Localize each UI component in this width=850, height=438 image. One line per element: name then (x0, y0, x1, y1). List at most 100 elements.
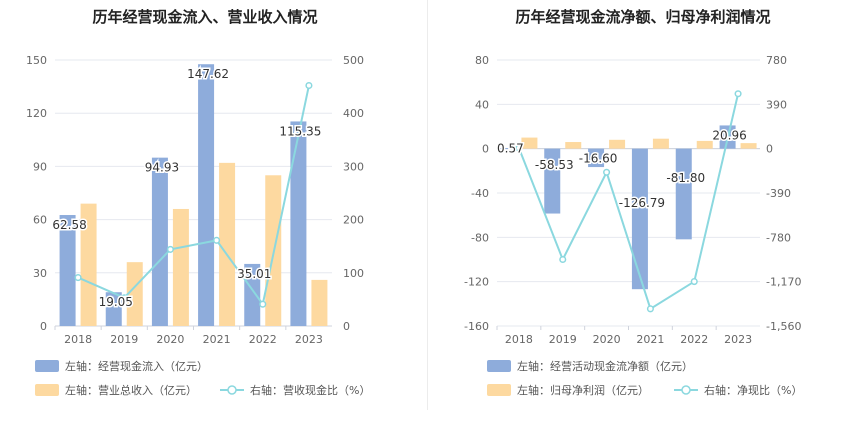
bar-primary-2022 (675, 148, 692, 240)
x-axis-tick-label: 2022 (249, 333, 277, 346)
panel-divider (427, 0, 428, 410)
x-axis-tick-label: 2018 (64, 333, 92, 346)
x-axis-tick-label: 2018 (505, 333, 533, 346)
ratio-line (77, 85, 310, 307)
data-label-2018: 0.57 (497, 142, 524, 156)
bar-secondary-2020 (609, 139, 626, 149)
ratio-line (517, 93, 740, 311)
right-axis-tick-label: 780 (766, 54, 787, 67)
data-label-2022: 35.01 (237, 267, 271, 281)
legend-swatch-primary (35, 360, 59, 372)
bar-primary-2018 (500, 148, 517, 150)
left-axis-tick-label: 0 (482, 143, 489, 156)
left-axis-tick-label: 80 (475, 54, 489, 67)
data-label-2023: 20.96 (712, 128, 746, 142)
bar-primary-2020 (151, 157, 168, 326)
ratio-point-2022 (690, 278, 698, 286)
right-axis-tick-label: 0 (343, 320, 350, 333)
right-axis-tick-label: 390 (766, 98, 787, 111)
ratio-point-2020 (166, 245, 174, 253)
bar-primary-2021 (198, 64, 215, 327)
legend-label-primary: 左轴：经营现金流入（亿元） (65, 359, 208, 373)
legend-label-secondary: 左轴：归母净利润（亿元） (517, 383, 649, 397)
x-axis-tick-label: 2021 (636, 333, 664, 346)
data-label-2022: -81.80 (666, 171, 705, 185)
legend-label-primary: 左轴：经营活动现金流净额（亿元） (517, 359, 693, 373)
bar-secondary-2018 (80, 203, 97, 326)
bar-secondary-2018 (521, 137, 538, 149)
bar-primary-2021 (631, 148, 648, 290)
right-axis-tick-label: -1,560 (766, 320, 801, 333)
bar-secondary-2019 (126, 262, 143, 326)
ratio-point-2021 (213, 236, 221, 244)
left-axis-tick-label: -40 (471, 187, 489, 200)
data-label-2021: 147.62 (187, 67, 229, 81)
ratio-point-2021 (646, 305, 654, 313)
left-axis-tick-label: 150 (26, 54, 47, 67)
ratio-point-2019 (559, 255, 567, 264)
chart-title: 历年经营现金流入、营业收入情况 (92, 8, 317, 26)
ratio-point-2022 (259, 300, 267, 308)
right-axis-tick-label: 0 (766, 143, 773, 156)
right-axis-tick-label: 200 (343, 214, 364, 227)
left-axis-tick-label: 0 (40, 320, 47, 333)
bar-secondary-2021 (652, 138, 669, 149)
x-axis-tick-label: 2022 (680, 333, 708, 346)
data-label-2021: -126.79 (619, 196, 665, 210)
legend-label-line: 右轴：营收现金比（%） (250, 383, 370, 397)
legend-label-secondary: 左轴：营业总收入（亿元） (65, 383, 197, 397)
right-axis-tick-label: -1,170 (766, 276, 801, 289)
left-axis-tick-label: 90 (33, 160, 47, 173)
left-axis-tick-label: -80 (471, 231, 489, 244)
x-axis-tick-label: 2019 (110, 333, 138, 346)
legend-swatch-secondary (35, 384, 59, 396)
bar-primary-2019 (544, 148, 561, 214)
bar-primary-2022 (244, 263, 261, 326)
x-axis-tick-label: 2020 (156, 333, 184, 346)
left-axis-tick-label: 60 (33, 214, 47, 227)
ratio-point-2023 (734, 90, 742, 98)
data-label-2019: -58.53 (535, 158, 574, 172)
legend-label-line: 右轴：净现比（%） (704, 383, 802, 397)
bar-secondary-2020 (172, 208, 189, 326)
x-axis-tick-label: 2023 (724, 333, 752, 346)
x-axis-tick-label: 2020 (593, 333, 621, 346)
data-label-2020: -16.60 (579, 152, 618, 166)
bar-secondary-2021 (219, 162, 236, 326)
x-axis-tick-label: 2019 (549, 333, 577, 346)
ratio-point-2018 (515, 144, 523, 152)
chart-title: 历年经营现金流净额、归母净利润情况 (515, 8, 770, 26)
bar-primary-2023 (290, 121, 307, 326)
right-axis-tick-label: 300 (343, 160, 364, 173)
legend-swatch-line-marker (681, 385, 691, 395)
right-axis-tick-label: 100 (343, 267, 364, 280)
right-axis-tick-label: -780 (766, 231, 791, 244)
right-axis-tick-label: 400 (343, 107, 364, 120)
bar-primary-2018 (59, 215, 76, 326)
bar-secondary-2023 (311, 279, 328, 326)
right-axis-tick-label: -390 (766, 187, 791, 200)
ratio-point-2020 (603, 168, 611, 176)
left-axis-tick-label: 40 (475, 98, 489, 111)
ratio-point-2019 (120, 294, 128, 302)
data-label-2019: 19.05 (99, 295, 133, 309)
left-axis-tick-label: -160 (464, 320, 489, 333)
left-axis-tick-label: 120 (26, 107, 47, 120)
bar-secondary-2022 (696, 140, 713, 149)
right-axis-tick-label: 500 (343, 54, 364, 67)
data-label-2018: 62.58 (52, 218, 86, 232)
x-axis-tick-label: 2021 (203, 333, 231, 346)
legend-swatch-line-marker (227, 385, 237, 395)
legend-swatch-primary (487, 360, 511, 372)
data-label-2020: 94.93 (145, 161, 179, 175)
legend-swatch-secondary (487, 384, 511, 396)
x-axis-tick-label: 2023 (295, 333, 323, 346)
ratio-point-2018 (74, 274, 82, 282)
left-axis-tick-label: -120 (464, 276, 489, 289)
bar-secondary-2023 (740, 143, 757, 149)
bar-primary-2019 (105, 292, 122, 326)
bar-secondary-2019 (565, 142, 582, 149)
left-axis-tick-label: 30 (33, 267, 47, 280)
ratio-point-2023 (305, 81, 313, 90)
